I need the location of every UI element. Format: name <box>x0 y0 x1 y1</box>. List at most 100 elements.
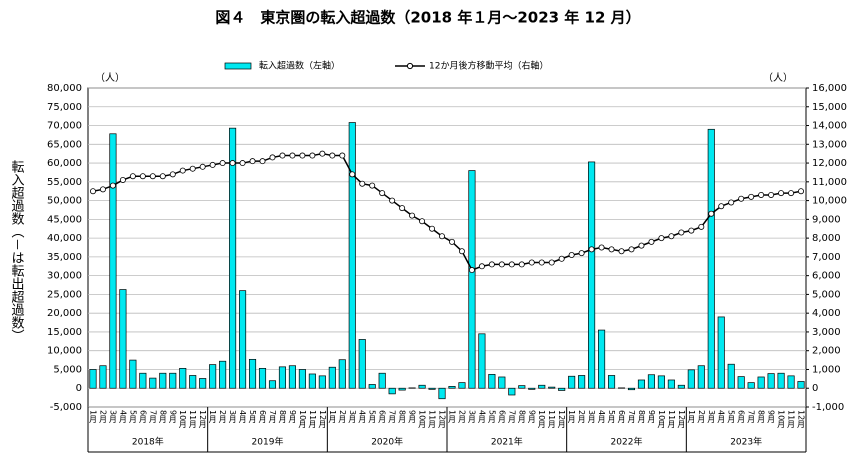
line-marker <box>320 151 325 156</box>
x-tick-label: 9月 <box>767 410 776 424</box>
group-label: 2023年 <box>730 436 762 448</box>
y2-tick-label: 1,000 <box>812 364 841 375</box>
x-tick-label: 10月 <box>537 410 546 429</box>
bar <box>698 366 704 389</box>
line-marker <box>659 236 664 241</box>
legend-swatch <box>225 63 251 69</box>
x-tick-label: 1月 <box>208 410 217 424</box>
line-marker <box>589 247 594 252</box>
y2-tick-label: 9,000 <box>812 214 841 225</box>
bar <box>199 378 205 388</box>
bar <box>798 381 804 388</box>
x-tick-label: 3月 <box>707 410 716 424</box>
line-marker <box>649 239 654 244</box>
bar <box>369 384 375 388</box>
x-tick-label: 4月 <box>238 410 247 424</box>
x-tick-label: 4月 <box>597 410 606 424</box>
line-marker <box>459 249 464 254</box>
bar <box>628 388 634 390</box>
x-tick-label: 2月 <box>218 410 227 424</box>
y-tick-label: 25,000 <box>47 289 82 300</box>
x-tick-label: 10月 <box>777 410 786 429</box>
bar <box>688 370 694 388</box>
x-tick-label: 1月 <box>447 410 456 424</box>
line-marker <box>350 172 355 177</box>
x-tick-label: 7月 <box>388 410 397 424</box>
x-tick-label: 7月 <box>268 410 277 424</box>
x-tick-label: 11月 <box>547 410 556 429</box>
bar <box>150 378 156 388</box>
bar <box>708 129 714 388</box>
x-tick-label: 5月 <box>727 410 736 424</box>
line-marker <box>759 192 764 197</box>
group-label: 2020年 <box>371 436 403 448</box>
line-marker <box>599 245 604 250</box>
y2-tick-label: 13,000 <box>812 139 847 150</box>
line-marker <box>489 262 494 267</box>
x-tick-label: 10月 <box>418 410 427 429</box>
bar <box>429 388 435 389</box>
bar <box>100 366 106 389</box>
line-marker <box>709 211 714 216</box>
legend-marker <box>407 63 412 68</box>
x-tick-label: 8月 <box>278 410 287 424</box>
bar <box>788 376 794 388</box>
bar <box>160 373 166 388</box>
line-marker <box>90 189 95 194</box>
x-tick-label: 9月 <box>408 410 417 424</box>
x-tick-label: 5月 <box>248 410 257 424</box>
y2-tick-label: 3,000 <box>812 327 841 338</box>
bar <box>90 369 96 388</box>
bar <box>469 171 475 389</box>
line-marker <box>120 177 125 182</box>
line-marker <box>749 194 754 199</box>
x-tick-label: 11月 <box>308 410 317 429</box>
y-tick-label: 80,000 <box>47 83 82 94</box>
bar <box>190 375 196 388</box>
y2-tick-label: 14,000 <box>812 121 847 132</box>
bar <box>638 380 644 388</box>
line-marker <box>629 247 634 252</box>
bar <box>728 364 734 388</box>
x-tick-label: 2月 <box>98 410 107 424</box>
bar <box>489 374 495 388</box>
line-marker <box>190 166 195 171</box>
line-marker <box>110 183 115 188</box>
x-tick-label: 12月 <box>318 410 327 429</box>
y2-tick-label: 7,000 <box>812 252 841 263</box>
y-tick-label: 45,000 <box>47 214 82 225</box>
line-marker <box>150 174 155 179</box>
group-label: 2021年 <box>491 436 523 448</box>
line-marker <box>539 260 544 265</box>
bar <box>499 377 505 388</box>
line-marker <box>479 264 484 269</box>
bar <box>130 360 136 388</box>
bar <box>549 387 555 388</box>
x-tick-label: 8月 <box>637 410 646 424</box>
y2-tick-label: 4,000 <box>812 308 841 319</box>
x-tick-label: 7月 <box>148 410 157 424</box>
x-tick-label: 3月 <box>348 410 357 424</box>
bar <box>578 375 584 388</box>
line-marker <box>160 174 165 179</box>
y-tick-label: 20,000 <box>47 308 82 319</box>
line-marker <box>400 205 405 210</box>
line-marker <box>290 153 295 158</box>
x-tick-label: 12月 <box>797 410 806 429</box>
y-tick-label: 0 <box>76 383 82 394</box>
bar <box>758 377 764 388</box>
line-marker <box>689 228 694 233</box>
line-marker <box>719 204 724 209</box>
y2-tick-label: 15,000 <box>812 102 847 113</box>
bar <box>259 368 265 388</box>
x-tick-label: 5月 <box>368 410 377 424</box>
line-marker <box>679 230 684 235</box>
x-tick-label: 12月 <box>677 410 686 429</box>
bar <box>269 381 275 389</box>
y2-tick-label: 16,000 <box>812 83 847 94</box>
line-marker <box>798 189 803 194</box>
bar <box>140 373 146 388</box>
line-marker <box>409 213 414 218</box>
line-marker <box>380 190 385 195</box>
